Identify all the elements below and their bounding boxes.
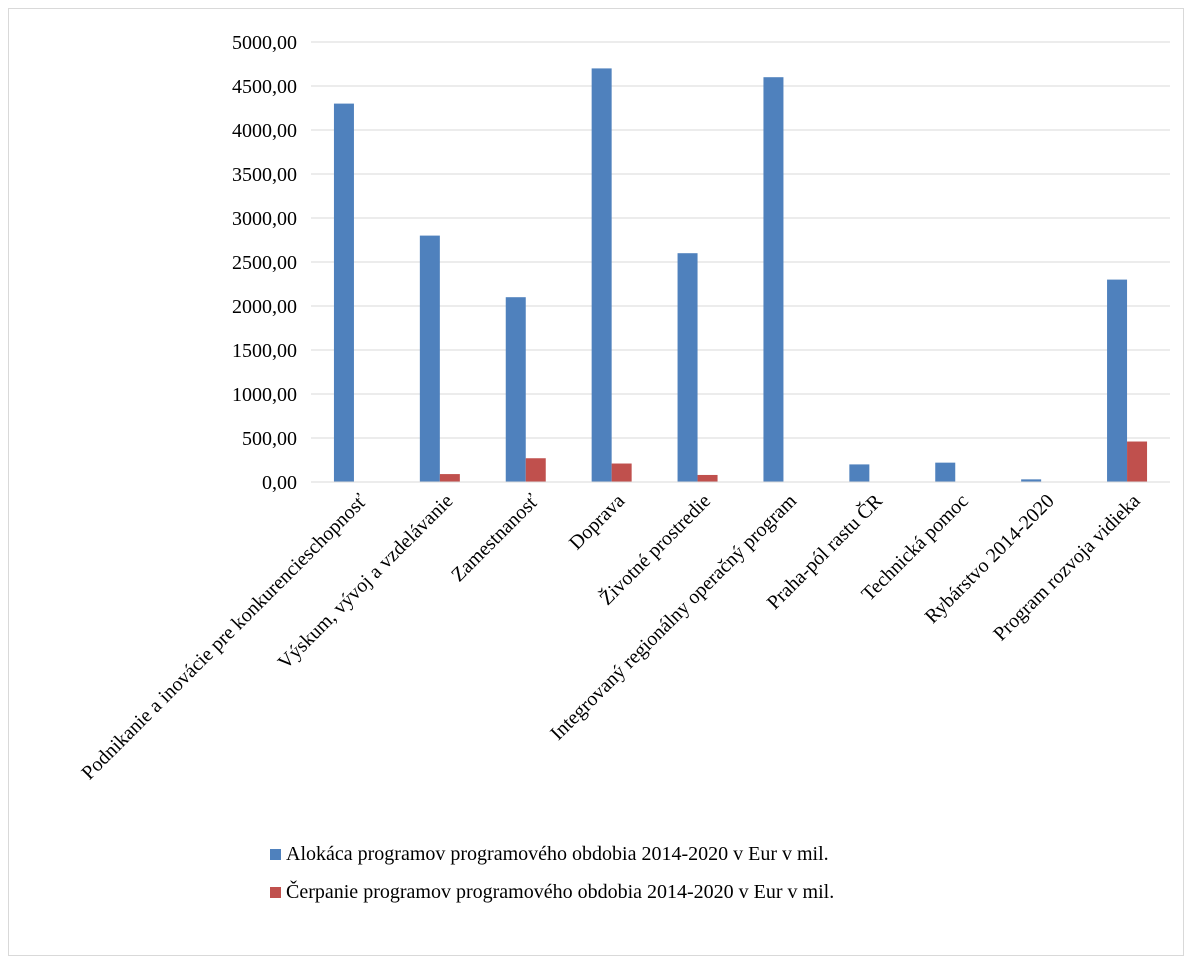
y-tick-label: 500,00 xyxy=(242,428,297,450)
y-tick-label: 3500,00 xyxy=(232,164,297,186)
bar-series-2-2 xyxy=(525,458,546,482)
x-category-label: Výskum, vývoj a vzdelávanie xyxy=(274,490,458,674)
bar-series-2-9 xyxy=(1127,441,1148,482)
legend-label-series-2: Čerpanie programov programového obdobia … xyxy=(286,879,834,903)
bar-series-1-9 xyxy=(1107,279,1128,482)
bar-series-1-4 xyxy=(677,253,698,482)
legend-swatch-series-2 xyxy=(270,887,281,898)
x-category-label: Zamestnanosť xyxy=(447,490,544,587)
x-category-label: Doprava xyxy=(565,490,629,554)
y-tick-label: 5000,00 xyxy=(232,32,297,54)
y-axis-ticks: 0,00 500,00 1000,00 1500,00 2000,00 2500,00 30… xyxy=(232,32,297,494)
legend-swatch-series-1 xyxy=(270,849,281,860)
bars xyxy=(333,68,1148,483)
x-axis-category-labels: Podnikanie a inovácie pre konkurenciesch… xyxy=(77,488,1144,784)
bar-series-1-2 xyxy=(505,297,526,482)
y-tick-label: 4500,00 xyxy=(232,76,297,98)
y-tick-label: 1000,00 xyxy=(232,384,297,406)
bar-series-1-0 xyxy=(333,103,354,482)
bar-series-1-8 xyxy=(1021,479,1042,482)
bar-series-1-1 xyxy=(419,235,440,482)
y-tick-label: 4000,00 xyxy=(232,120,297,142)
bar-series-2-1 xyxy=(439,474,460,482)
y-tick-label: 2500,00 xyxy=(232,252,297,274)
bar-series-1-7 xyxy=(935,462,956,482)
gridlines xyxy=(311,41,1170,439)
bar-series-2-3 xyxy=(611,463,632,482)
legend-label-series-1: Alokáca programov programového obdobia 2… xyxy=(286,843,829,865)
y-tick-label: 1500,00 xyxy=(232,340,297,362)
x-category-label: Podnikanie a inovácie pre konkurenciesch… xyxy=(77,490,371,784)
x-category-label: Program rozvoja vidieka xyxy=(989,490,1144,645)
y-tick-label: 2000,00 xyxy=(232,296,297,318)
bar-series-1-3 xyxy=(591,68,612,483)
y-tick-label: 0,00 xyxy=(262,472,297,494)
bar-series-1-5 xyxy=(763,77,784,482)
bar-series-2-4 xyxy=(697,474,718,482)
legend: Alokáca programov programového obdobia 2… xyxy=(270,843,834,903)
y-tick-label: 3000,00 xyxy=(232,208,297,230)
bar-series-1-6 xyxy=(849,464,870,482)
